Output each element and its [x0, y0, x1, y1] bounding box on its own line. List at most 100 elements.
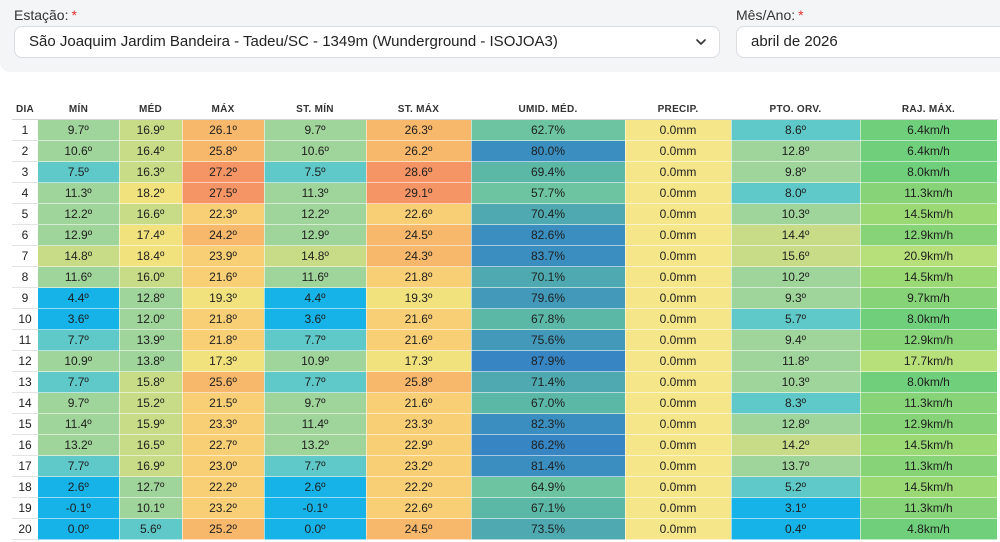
wind-gust-cell: 6.4km/h	[860, 140, 998, 162]
med-cell: 16.0º	[119, 266, 183, 288]
umid-cell: 64.9%	[471, 476, 626, 498]
header-st-max: ST. MÁX	[366, 100, 471, 120]
wind-gust-cell: 12.9km/h	[860, 329, 998, 351]
required-marker: *	[798, 7, 804, 23]
dew-point-cell: 10.2º	[731, 266, 861, 288]
wind-gust-cell: 14.5km/h	[860, 434, 998, 456]
table-row: 16 13.2º 16.5º 22.7º 13.2º 22.9º 86.2% 0.0mm 14.…	[12, 434, 998, 456]
precip-cell: 0.0mm	[625, 413, 732, 435]
st-min-cell: 11.4º	[264, 413, 367, 435]
med-cell: 15.2º	[119, 392, 183, 414]
st-min-cell: 2.6º	[264, 476, 367, 498]
max-cell: 24.2º	[182, 224, 265, 246]
table-row: 1 9.7º 16.9º 26.1º 9.7º 26.3º 62.7% 0.0mm 8.6º 6.…	[12, 119, 998, 141]
st-max-cell: 19.3º	[366, 287, 472, 309]
dew-point-cell: 15.6º	[731, 245, 861, 267]
st-min-cell: 9.7º	[264, 119, 367, 141]
max-cell: 19.3º	[182, 287, 265, 309]
min-cell: 7.7º	[38, 455, 120, 477]
table-row: 19 -0.1º 10.1º 23.2º -0.1º 22.6º 67.1% 0.0mm 3.1…	[12, 497, 998, 519]
min-cell: 7.7º	[38, 371, 120, 393]
wind-gust-cell: 8.0km/h	[860, 371, 998, 393]
st-min-cell: 4.4º	[264, 287, 367, 309]
max-cell: 21.8º	[182, 308, 265, 330]
st-min-cell: 11.3º	[264, 182, 367, 204]
dew-point-cell: 14.2º	[731, 434, 861, 456]
umid-cell: 83.7%	[471, 245, 626, 267]
precip-cell: 0.0mm	[625, 245, 732, 267]
max-cell: 23.0º	[182, 455, 265, 477]
min-cell: 12.2º	[38, 203, 120, 225]
day-cell: 18	[12, 476, 38, 498]
table-row: 4 11.3º 18.2º 27.5º 11.3º 29.1º 57.7% 0.0mm 8.0º…	[12, 182, 998, 204]
st-min-cell: 7.7º	[264, 329, 367, 351]
st-max-cell: 23.3º	[366, 413, 472, 435]
wind-gust-cell: 11.3km/h	[860, 455, 998, 477]
wind-gust-cell: 20.9km/h	[860, 245, 998, 267]
dew-point-cell: 9.3º	[731, 287, 861, 309]
day-cell: 20	[12, 518, 38, 540]
med-cell: 16.4º	[119, 140, 183, 162]
max-cell: 21.8º	[182, 329, 265, 351]
umid-cell: 82.6%	[471, 224, 626, 246]
min-cell: 10.6º	[38, 140, 120, 162]
day-cell: 3	[12, 161, 38, 183]
med-cell: 15.8º	[119, 371, 183, 393]
wind-gust-cell: 12.9km/h	[860, 224, 998, 246]
precip-cell: 0.0mm	[625, 476, 732, 498]
min-cell: 0.0º	[38, 518, 120, 540]
med-cell: 16.6º	[119, 203, 183, 225]
table-row: 18 2.6º 12.7º 22.2º 2.6º 22.2º 64.9% 0.0mm 5.2º 1…	[12, 476, 998, 498]
day-cell: 7	[12, 245, 38, 267]
chevron-down-icon	[695, 27, 707, 57]
umid-cell: 70.4%	[471, 203, 626, 225]
dew-point-cell: 13.7º	[731, 455, 861, 477]
max-cell: 25.2º	[182, 518, 265, 540]
dew-point-cell: 12.8º	[731, 413, 861, 435]
dew-point-cell: 9.8º	[731, 161, 861, 183]
min-cell: 2.6º	[38, 476, 120, 498]
med-cell: 13.9º	[119, 329, 183, 351]
min-cell: 10.9º	[38, 350, 120, 372]
day-cell: 4	[12, 182, 38, 204]
umid-cell: 75.6%	[471, 329, 626, 351]
st-min-cell: 7.5º	[264, 161, 367, 183]
umid-cell: 81.4%	[471, 455, 626, 477]
day-cell: 14	[12, 392, 38, 414]
precip-cell: 0.0mm	[625, 224, 732, 246]
med-cell: 18.2º	[119, 182, 183, 204]
precip-cell: 0.0mm	[625, 350, 732, 372]
max-cell: 23.2º	[182, 497, 265, 519]
med-cell: 17.4º	[119, 224, 183, 246]
dew-point-cell: 5.2º	[731, 476, 861, 498]
table-row: 12 10.9º 13.8º 17.3º 10.9º 17.3º 87.9% 0.0mm 11.…	[12, 350, 998, 372]
max-cell: 23.9º	[182, 245, 265, 267]
month-label-text: Mês/Ano:	[736, 7, 796, 23]
dew-point-cell: 8.6º	[731, 119, 861, 141]
st-max-cell: 22.2º	[366, 476, 472, 498]
station-label: Estação: *	[14, 7, 77, 23]
precip-cell: 0.0mm	[625, 455, 732, 477]
min-cell: 7.7º	[38, 329, 120, 351]
umid-cell: 57.7%	[471, 182, 626, 204]
day-cell: 15	[12, 413, 38, 435]
min-cell: 9.7º	[38, 119, 120, 141]
umid-cell: 87.9%	[471, 350, 626, 372]
umid-cell: 70.1%	[471, 266, 626, 288]
max-cell: 25.6º	[182, 371, 265, 393]
st-min-cell: 11.6º	[264, 266, 367, 288]
wind-gust-cell: 17.7km/h	[860, 350, 998, 372]
table-row: 7 14.8º 18.4º 23.9º 14.8º 24.3º 83.7% 0.0mm 15.6…	[12, 245, 998, 267]
st-max-cell: 21.6º	[366, 329, 472, 351]
precip-cell: 0.0mm	[625, 329, 732, 351]
precip-cell: 0.0mm	[625, 161, 732, 183]
wind-gust-cell: 11.3km/h	[860, 392, 998, 414]
dew-point-cell: 5.7º	[731, 308, 861, 330]
table-row: 2 10.6º 16.4º 25.8º 10.6º 26.2º 80.0% 0.0mm 12.8…	[12, 140, 998, 162]
max-cell: 26.1º	[182, 119, 265, 141]
precip-cell: 0.0mm	[625, 266, 732, 288]
station-select[interactable]: São Joaquim Jardim Bandeira - Tadeu/SC -…	[14, 26, 720, 58]
month-select[interactable]: abril de 2026	[736, 26, 1000, 58]
day-cell: 1	[12, 119, 38, 141]
month-select-value: abril de 2026	[751, 33, 838, 50]
